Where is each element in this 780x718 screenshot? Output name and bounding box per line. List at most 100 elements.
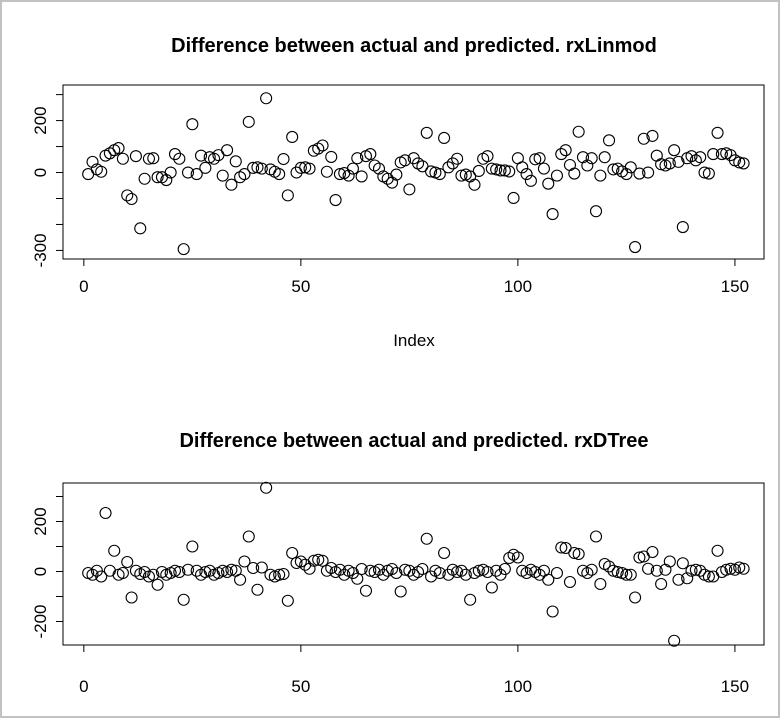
x-tick-label: 100 xyxy=(504,677,532,696)
data-point xyxy=(707,148,720,161)
data-point xyxy=(685,564,698,577)
data-point xyxy=(173,152,186,165)
data-point xyxy=(572,547,585,561)
data-point xyxy=(103,147,116,160)
data-point xyxy=(255,162,268,175)
data-point xyxy=(125,192,138,206)
data-point xyxy=(481,150,494,163)
data-point xyxy=(177,593,190,606)
data-point xyxy=(724,562,737,575)
data-point xyxy=(733,156,746,169)
data-point xyxy=(503,551,516,565)
x-tick-label: 0 xyxy=(79,677,88,696)
data-point xyxy=(711,126,724,139)
data-point xyxy=(472,164,485,178)
data-point xyxy=(416,160,429,173)
data-point xyxy=(694,564,707,577)
data-point xyxy=(238,555,251,568)
data-point xyxy=(134,222,147,235)
data-point xyxy=(168,564,182,577)
x-tick-label: 150 xyxy=(721,677,749,696)
data-point xyxy=(637,132,650,145)
data-point xyxy=(668,634,681,647)
data-point xyxy=(555,541,568,554)
x-tick-label: 50 xyxy=(291,677,310,696)
data-point xyxy=(125,591,138,604)
data-point xyxy=(594,577,607,591)
data-point xyxy=(481,565,494,579)
data-point xyxy=(563,158,577,172)
data-point xyxy=(242,530,255,543)
data-point xyxy=(676,221,689,234)
data-point xyxy=(425,165,438,178)
data-point xyxy=(455,564,468,577)
data-point xyxy=(620,568,633,581)
data-point xyxy=(529,153,542,166)
data-point xyxy=(694,151,707,164)
data-point xyxy=(364,148,377,161)
data-point xyxy=(676,557,689,570)
chart-title-rxdtree: Difference between actual and predicted.… xyxy=(179,430,649,452)
data-point xyxy=(316,554,329,567)
data-point xyxy=(329,193,342,207)
data-point xyxy=(602,560,616,573)
data-point xyxy=(86,568,99,581)
data-point xyxy=(672,155,685,168)
data-point xyxy=(602,134,616,147)
data-point xyxy=(264,163,277,176)
data-point xyxy=(364,564,377,577)
data-point xyxy=(542,573,555,586)
data-point xyxy=(633,551,646,564)
data-point xyxy=(194,149,208,162)
data-point xyxy=(116,152,129,165)
data-point xyxy=(173,565,186,579)
data-point xyxy=(86,155,99,168)
data-point xyxy=(524,174,537,187)
data-point xyxy=(251,583,264,596)
data-point xyxy=(372,162,386,175)
data-point xyxy=(199,161,212,174)
data-point xyxy=(316,139,329,152)
data-point xyxy=(668,144,681,157)
data-point xyxy=(99,506,112,520)
data-point xyxy=(485,581,498,594)
data-point xyxy=(151,578,164,591)
data-point xyxy=(689,154,702,167)
data-point xyxy=(355,562,368,576)
data-point xyxy=(581,159,594,172)
data-point xyxy=(585,563,598,576)
data-point xyxy=(416,562,429,576)
data-point xyxy=(629,591,642,604)
data-point xyxy=(368,159,381,172)
data-point xyxy=(498,562,511,576)
data-point xyxy=(403,183,416,196)
y-tick-label: 0 xyxy=(31,567,50,576)
data-point xyxy=(116,566,129,580)
data-point xyxy=(225,563,238,576)
data-point xyxy=(737,157,750,170)
data-point xyxy=(455,169,468,182)
data-point xyxy=(277,567,290,581)
data-point xyxy=(129,564,142,577)
data-point xyxy=(715,148,728,161)
data-point xyxy=(312,142,325,155)
data-point xyxy=(294,555,307,568)
y-tick-label: -200 xyxy=(31,604,50,638)
data-point xyxy=(121,189,134,202)
data-point xyxy=(520,566,533,580)
data-point xyxy=(186,118,199,131)
y-tick-label: 200 xyxy=(31,507,50,535)
data-point xyxy=(663,157,676,170)
data-point xyxy=(733,561,746,574)
data-point xyxy=(620,168,633,181)
data-point xyxy=(542,177,555,190)
data-point xyxy=(82,168,95,181)
data-point xyxy=(221,144,234,157)
data-point xyxy=(451,152,464,165)
data-point xyxy=(294,161,307,174)
data-point xyxy=(377,568,390,581)
data-point xyxy=(433,168,446,181)
data-point xyxy=(464,593,477,606)
